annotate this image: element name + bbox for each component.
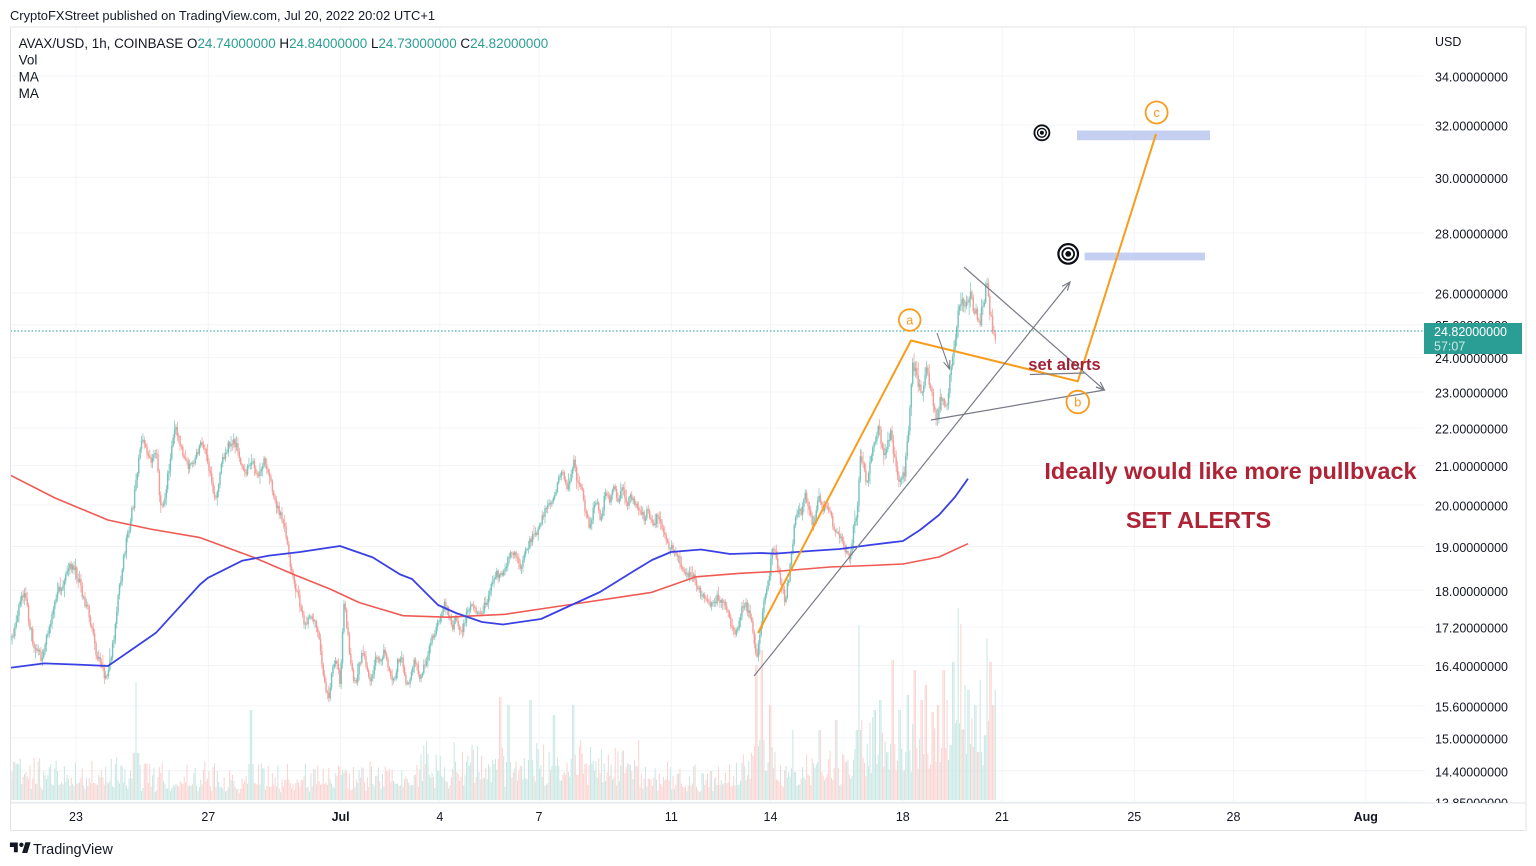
svg-text:14.40000000: 14.40000000 xyxy=(1435,765,1508,779)
svg-text:27: 27 xyxy=(201,810,215,824)
svg-text:a: a xyxy=(906,313,914,328)
svg-text:28.00000000: 28.00000000 xyxy=(1435,228,1508,242)
svg-text:Jul: Jul xyxy=(332,810,350,824)
svg-text:24.82000000: 24.82000000 xyxy=(1434,325,1507,339)
svg-text:19.00000000: 19.00000000 xyxy=(1435,541,1508,555)
svg-text:Vol: Vol xyxy=(19,53,38,68)
svg-text:set alerts: set alerts xyxy=(1028,356,1100,374)
svg-text:c: c xyxy=(1153,105,1160,120)
svg-text:21: 21 xyxy=(995,810,1009,824)
svg-text:15.00000000: 15.00000000 xyxy=(1435,732,1508,746)
svg-text:57:07: 57:07 xyxy=(1434,340,1465,354)
svg-text:CryptoFXStreet published on Tr: CryptoFXStreet published on TradingView.… xyxy=(10,8,435,23)
svg-text:18: 18 xyxy=(896,810,910,824)
svg-text:11: 11 xyxy=(665,810,678,824)
svg-text:22.00000000: 22.00000000 xyxy=(1435,423,1508,437)
svg-text:14: 14 xyxy=(764,810,778,824)
svg-text:USD: USD xyxy=(1435,35,1461,49)
svg-text:AVAX/USD, 1h, COINBASE O24.74: AVAX/USD, 1h, COINBASE O24.74000000 H24.… xyxy=(19,36,549,51)
svg-text:15.60000000: 15.60000000 xyxy=(1435,701,1508,715)
svg-text:13.85000000: 13.85000000 xyxy=(1435,797,1508,811)
svg-text:24.00000000: 24.00000000 xyxy=(1435,352,1508,366)
svg-text:MA: MA xyxy=(19,86,39,101)
svg-text:20.00000000: 20.00000000 xyxy=(1435,500,1508,514)
svg-text:7: 7 xyxy=(536,810,543,824)
svg-text:34.00000000: 34.00000000 xyxy=(1435,71,1508,85)
svg-text:26.00000000: 26.00000000 xyxy=(1435,288,1508,302)
svg-text:25: 25 xyxy=(1127,810,1141,824)
svg-text:16.40000000: 16.40000000 xyxy=(1435,660,1508,674)
svg-text:21.00000000: 21.00000000 xyxy=(1435,460,1508,474)
svg-text:28: 28 xyxy=(1227,810,1241,824)
svg-text:Ideally would like more pullbv: Ideally would like more pullbvack xyxy=(1044,458,1417,484)
svg-text:30.00000000: 30.00000000 xyxy=(1435,172,1508,186)
svg-text:TradingView: TradingView xyxy=(33,842,113,858)
svg-text:18.00000000: 18.00000000 xyxy=(1435,585,1508,599)
svg-text:23: 23 xyxy=(69,810,83,824)
svg-text:23.00000000: 23.00000000 xyxy=(1435,387,1508,401)
svg-text:b: b xyxy=(1074,395,1081,410)
svg-text:SET ALERTS: SET ALERTS xyxy=(1126,507,1271,533)
svg-text:MA: MA xyxy=(19,70,39,85)
svg-text:Aug: Aug xyxy=(1354,810,1378,824)
svg-text:17.20000000: 17.20000000 xyxy=(1435,622,1508,636)
svg-text:4: 4 xyxy=(436,810,443,824)
svg-text:32.00000000: 32.00000000 xyxy=(1435,120,1508,134)
